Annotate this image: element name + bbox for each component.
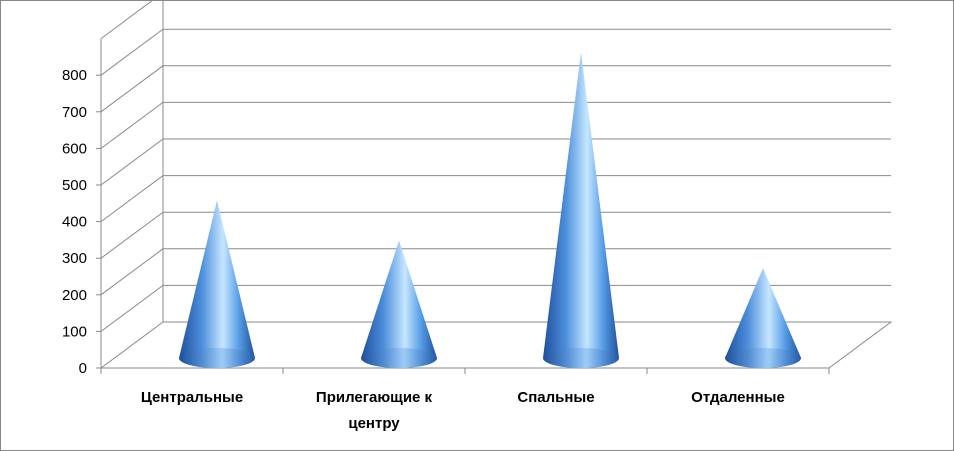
y-tick-label: 500	[62, 177, 87, 194]
cone-base	[179, 348, 255, 368]
y-tick-label: 800	[62, 67, 87, 84]
cone-bar	[361, 240, 437, 368]
y-tick-label: 300	[62, 250, 87, 267]
y-tick-label: 100	[62, 323, 87, 340]
cone-base	[361, 348, 437, 368]
gridline-500	[100, 138, 891, 186]
cone-bar	[543, 52, 619, 368]
y-tick-label: 0	[79, 360, 87, 377]
gridline-900	[100, 1, 153, 40]
gridline-600	[100, 101, 891, 149]
y-tick-labels: 0 100 200 300 400 500 600 700 800	[62, 67, 87, 377]
cone-bar	[179, 200, 255, 368]
axis-layer	[96, 1, 830, 374]
category-label: Спальные	[517, 389, 594, 406]
cone-bar	[725, 268, 801, 368]
category-label: Прилегающие к центру	[316, 389, 433, 432]
gridline-800	[100, 28, 891, 76]
cone-body	[179, 200, 255, 368]
category-labels: Центральные Прилегающие к центру Спальные От…	[141, 389, 785, 432]
cone-base	[725, 348, 801, 368]
gridline-700	[100, 65, 891, 113]
y-tick-label: 600	[62, 140, 87, 157]
cone-bars	[179, 52, 801, 368]
cone-body	[361, 240, 437, 368]
cone-body	[725, 268, 801, 368]
y-tick-label: 200	[62, 287, 87, 304]
y-tick-label: 400	[62, 214, 87, 231]
y-tick-label: 700	[62, 104, 87, 121]
cone-body	[543, 52, 619, 368]
cone-base	[543, 348, 619, 368]
category-label: Отдаленные	[691, 389, 785, 406]
category-label: Центральные	[141, 389, 243, 406]
